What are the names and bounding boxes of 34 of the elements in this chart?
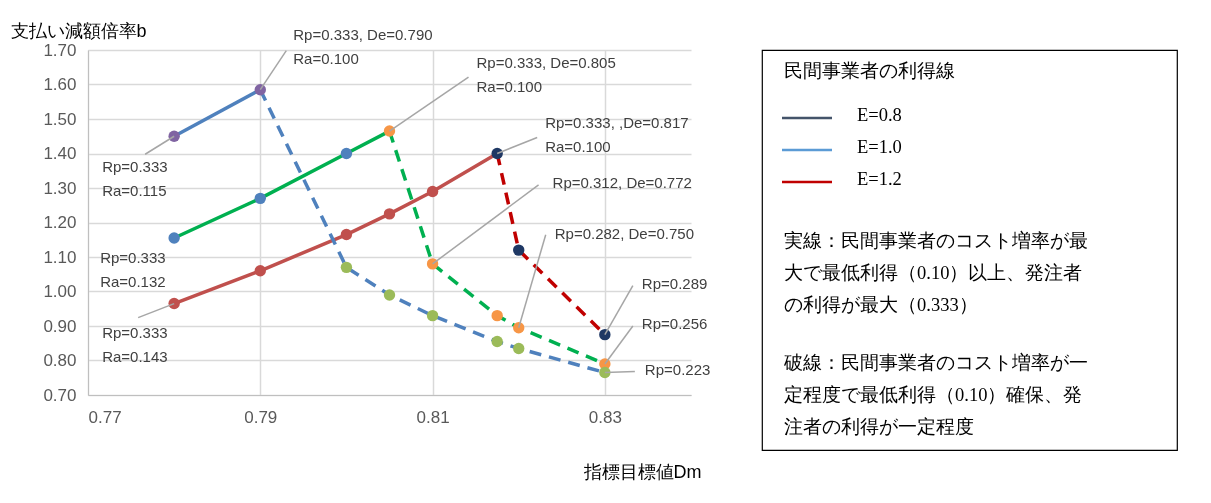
x-tick-label: 0.79 xyxy=(244,407,278,427)
annotation: Rp=0.333 Ra=0.132 xyxy=(100,249,166,291)
y-tick-label: 0.90 xyxy=(43,316,77,336)
annotation: Rp=0.333 Ra=0.115 xyxy=(102,158,168,200)
legend-label: E=0.8 xyxy=(857,105,902,125)
annotation: Rp=0.256 xyxy=(641,314,708,332)
text: 破線：民間事業者のコスト増率が一定程度で最低利得（0.10）確保、発注者の利得が一定程度 xyxy=(783,352,1088,437)
y-tick-label: 0.80 xyxy=(43,351,77,370)
text: 実線：民間事業者のコスト増率が最大で最低利得（0.10）以上、発注者の利得が最大（0.333） xyxy=(784,230,1088,315)
annotation: Rp=0.333, De=0.805 Ra=0.100 xyxy=(476,54,616,96)
y-tick-label: 1.70 xyxy=(43,40,77,60)
y-tick-label: 1.40 xyxy=(43,144,77,163)
y-tick-label: 1.30 xyxy=(43,178,77,198)
x-tick-label: 0.81 xyxy=(416,407,450,427)
y-tick-label: 1.50 xyxy=(43,109,77,129)
x-axis-title: 指標目標値Dm xyxy=(582,461,702,482)
annotation: Rp=0.282, De=0.750 xyxy=(554,224,694,242)
y-tick-label: 1.10 xyxy=(43,247,77,267)
annotation: Rp=0.223 xyxy=(644,360,711,378)
annotation: Rp=0.312, De=0.772 xyxy=(552,173,692,191)
legend-label: E=1.2 xyxy=(857,169,902,189)
annotation: Rp=0.333 Ra=0.143 xyxy=(102,323,168,365)
y-tick-label: 0.70 xyxy=(43,385,77,405)
y-axis-title: 支払い減額倍率b xyxy=(10,20,147,41)
annotation: Rp=0.333, De=0.790 Ra=0.100 xyxy=(293,25,433,67)
y-tick-label: 1.60 xyxy=(43,75,77,94)
text: 民間事業者の利得線 xyxy=(784,61,955,81)
annotation: Rp=0.333, ,De=0.817 Ra=0.100 xyxy=(545,113,689,155)
legend-label: E=1.0 xyxy=(857,137,902,157)
x-tick-label: 0.77 xyxy=(88,407,122,427)
x-tick-label: 0.83 xyxy=(588,407,622,427)
annotation: Rp=0.289 xyxy=(641,274,708,292)
y-tick-label: 1.20 xyxy=(43,213,77,232)
y-tick-label: 1.00 xyxy=(43,282,77,301)
